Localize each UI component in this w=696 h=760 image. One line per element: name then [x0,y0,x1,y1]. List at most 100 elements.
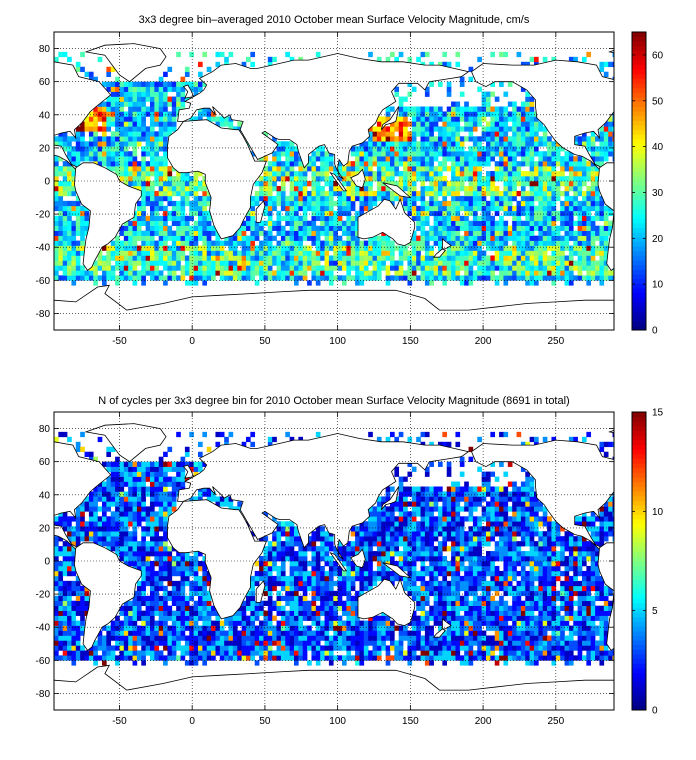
x-tick-label: 0 [189,336,195,347]
bin-cell [198,585,203,592]
bin-cell [525,91,530,97]
bin-cell [58,640,64,646]
bin-cell [302,166,308,172]
bin-cell [586,176,592,182]
bin-cell [246,436,251,443]
bin-cell [75,605,81,611]
bin-cell [507,171,513,177]
bin-cell [438,111,443,117]
bin-cell [163,136,168,142]
bin-cell [538,166,544,172]
bin-cell [58,620,64,626]
bin-cell [368,156,373,162]
bin-cell [115,171,120,177]
bin-cell [294,176,299,182]
bin-cell [145,491,151,497]
bin-cell [228,260,234,266]
bin-cell [324,250,330,256]
bin-cell [97,275,103,281]
bin-cell [555,275,561,281]
bin-cell [180,230,186,236]
bin-cell [71,250,77,256]
x-tick-label: 50 [259,336,271,347]
bin-cell [398,111,404,117]
bin-cell [71,531,77,537]
bin-cell [529,240,535,246]
bin-cell [433,106,439,112]
bin-cell [520,190,526,197]
bin-cell [128,245,133,251]
bin-cell [512,260,517,266]
bin-cell [228,655,234,661]
bin-cell [67,590,72,597]
bin-cell [154,171,160,177]
bin-cell [507,146,513,152]
bin-cell [302,260,308,266]
bin-cell [167,210,173,217]
bin-cell [285,230,290,236]
bin-cell [141,146,146,152]
bin-cell [289,561,295,567]
bin-cell [241,260,247,266]
bin-cell [88,141,94,147]
bin-cell [503,275,509,281]
bin-cell [123,81,129,87]
colorbar-step [632,246,646,252]
bin-cell [276,166,282,172]
bin-cell [132,245,138,251]
bin-cell [464,255,469,261]
bin-cell [455,220,461,226]
bin-cell [84,71,90,77]
bin-cell [215,441,221,448]
bin-cell [381,176,386,182]
bin-cell [551,141,557,147]
bin-cell [123,620,129,626]
bin-cell [254,250,260,256]
bin-cell [106,245,112,251]
bin-cell [555,176,561,182]
bin-cell [123,650,129,656]
bin-cell [555,171,561,177]
bin-cell [228,121,234,127]
bin-cell [429,190,434,197]
bin-cell [472,270,478,276]
bin-cell [145,565,151,572]
bin-cell [516,126,522,132]
bin-cell [176,461,181,467]
bin-cell [206,580,212,587]
bin-cell [464,190,469,197]
bin-cell [219,625,225,631]
bin-cell [206,190,212,197]
bin-cell [189,260,194,266]
bin-cell [259,536,264,542]
bin-cell [171,116,177,122]
bin-cell [499,136,504,142]
bin-cell [468,131,474,137]
bin-cell [54,265,59,271]
bin-cell [424,111,430,117]
bin-cell [97,151,103,157]
bin-cell [176,640,181,646]
bin-cell [198,561,203,567]
bin-cell [163,630,168,636]
bin-cell [608,141,613,147]
bin-cell [438,81,443,87]
bin-cell [573,205,578,212]
bin-cell [568,171,574,177]
bin-cell [333,275,338,281]
bin-cell [551,56,557,63]
bin-cell [267,640,273,646]
bin-cell [232,635,238,641]
bin-cell [490,126,496,132]
bin-cell [542,185,548,192]
bin-cell [350,146,356,152]
bin-cell [612,151,614,157]
bin-cell [372,161,378,167]
bin-cell [285,161,290,167]
bin-cell [88,456,94,462]
bin-cell [254,190,260,197]
bin-cell [350,181,356,187]
bin-cell [228,635,234,641]
bin-cell [564,151,570,157]
bin-cell [97,630,103,636]
